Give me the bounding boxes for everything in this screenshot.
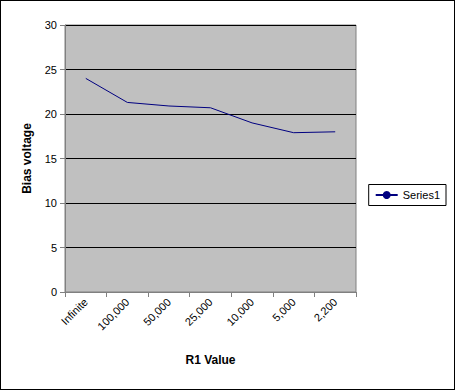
svg-text:5: 5 [51, 242, 57, 254]
svg-text:15: 15 [45, 153, 57, 165]
svg-text:20: 20 [45, 108, 57, 120]
svg-text:100,000: 100,000 [95, 296, 132, 333]
svg-text:2,200: 2,200 [312, 296, 340, 324]
svg-text:R1 Value: R1 Value [185, 353, 235, 367]
svg-text:50,000: 50,000 [141, 296, 173, 328]
svg-text:25: 25 [45, 64, 57, 76]
svg-text:10,000: 10,000 [224, 296, 256, 328]
svg-text:30: 30 [45, 19, 57, 31]
svg-text:Series1: Series1 [403, 189, 440, 201]
svg-text:Bias voltage: Bias voltage [20, 123, 34, 194]
svg-text:Infinite: Infinite [59, 296, 90, 327]
svg-text:0: 0 [51, 286, 57, 298]
svg-text:10: 10 [45, 197, 57, 209]
svg-text:25,000: 25,000 [182, 296, 214, 328]
svg-text:5,000: 5,000 [270, 296, 298, 324]
